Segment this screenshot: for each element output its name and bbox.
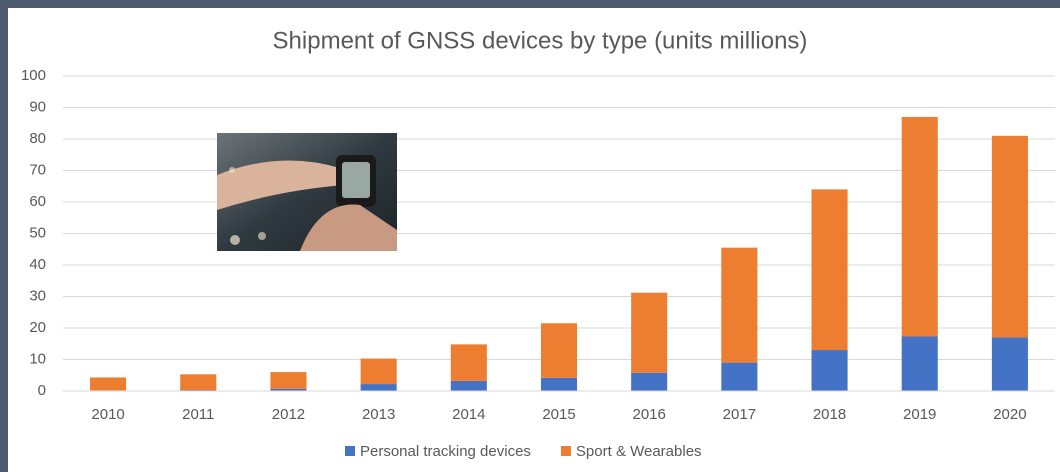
bar-segment: [631, 293, 667, 373]
page: Shipment of GNSS devices by type (units …: [0, 0, 1060, 472]
bar-segment: [812, 350, 848, 391]
y-tick-label: 40: [29, 256, 46, 273]
x-tick-label: 2016: [632, 406, 665, 423]
y-tick-label: 50: [29, 224, 46, 241]
bar-segment: [992, 337, 1028, 391]
bar-segment: [902, 337, 938, 391]
bar-segment: [721, 248, 757, 363]
x-tick-label: 2010: [91, 406, 124, 423]
photo-inset: [217, 133, 397, 251]
bar-segment: [270, 372, 306, 389]
legend-label: Personal tracking devices: [360, 443, 531, 460]
x-tick-label: 2018: [813, 406, 846, 423]
chart: Shipment of GNSS devices by type (units …: [0, 0, 1060, 472]
legend-label: Sport & Wearables: [576, 443, 702, 460]
x-tick-label: 2019: [903, 406, 936, 423]
x-tick-label: 2015: [542, 406, 575, 423]
bar-segment: [451, 381, 487, 391]
photo-bokeh: [230, 235, 240, 245]
y-tick-label: 100: [21, 67, 46, 84]
bar-segment: [180, 374, 216, 390]
bar-segment: [992, 136, 1028, 338]
photo-bokeh: [229, 167, 235, 173]
bar-segment: [361, 359, 397, 385]
x-tick-label: 2013: [362, 406, 395, 423]
legend-swatch: [345, 446, 355, 456]
bar-segment: [812, 189, 848, 350]
chart-title: Shipment of GNSS devices by type (units …: [273, 27, 808, 54]
bar-segment: [721, 363, 757, 391]
y-tick-label: 90: [29, 98, 46, 115]
bar-segment: [90, 377, 126, 390]
x-tick-label: 2014: [452, 406, 485, 423]
x-tick-label: 2017: [723, 406, 756, 423]
y-tick-label: 80: [29, 130, 46, 147]
bar-segment: [451, 344, 487, 381]
y-tick-label: 30: [29, 287, 46, 304]
bar-segment: [541, 378, 577, 391]
bar-segment: [902, 117, 938, 337]
x-tick-label: 2011: [182, 406, 214, 423]
y-tick-label: 70: [29, 161, 46, 178]
legend: Personal tracking devices Sport & Wearabl…: [345, 443, 702, 460]
y-tick-label: 60: [29, 193, 46, 210]
bar-segment: [361, 384, 397, 391]
photo-bokeh: [258, 232, 266, 240]
x-tick-label: 2020: [993, 406, 1026, 423]
bar-segment: [541, 323, 577, 377]
x-tick-label: 2012: [272, 406, 305, 423]
y-tick-label: 0: [38, 382, 46, 399]
legend-swatch: [561, 446, 571, 456]
y-tick-label: 20: [29, 319, 46, 336]
photo-watch-screen: [342, 162, 370, 198]
bar-segment: [631, 373, 667, 391]
y-tick-label: 10: [29, 350, 46, 367]
